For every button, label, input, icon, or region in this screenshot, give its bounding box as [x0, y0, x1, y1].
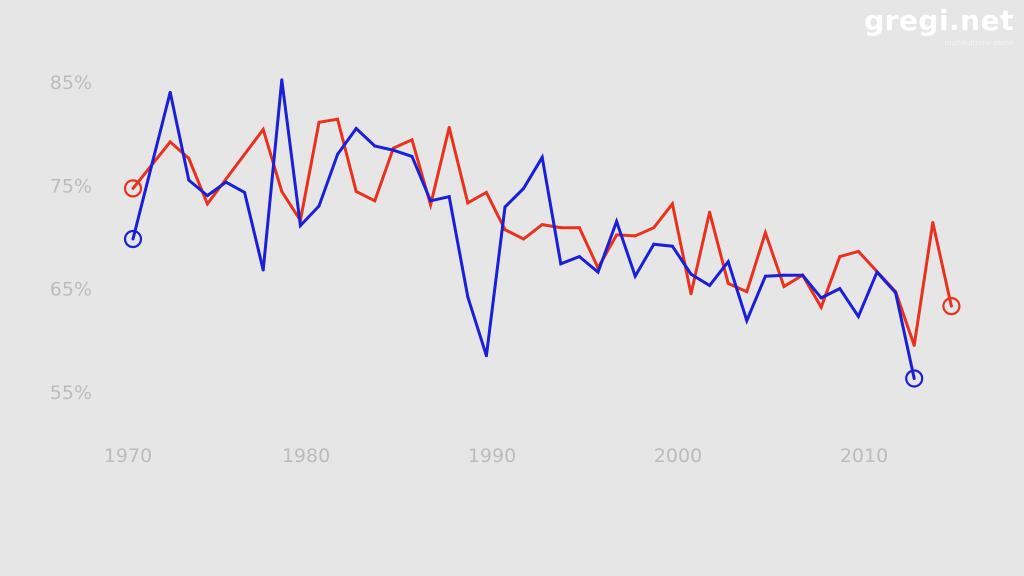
data-point-blue [354, 126, 358, 130]
start-marker-red [123, 179, 143, 198]
data-point-blue [317, 204, 321, 208]
y-tick-label: 75% [50, 175, 92, 197]
data-point-red [559, 226, 563, 230]
data-point-red [336, 117, 340, 121]
data-point-blue [410, 154, 414, 158]
data-point-red [819, 305, 823, 309]
data-point-blue [763, 274, 767, 278]
data-point-red [280, 189, 284, 193]
y-tick-label: 55% [50, 382, 92, 404]
data-point-red [131, 186, 135, 190]
data-point-red [317, 120, 321, 124]
data-point-blue [745, 319, 749, 323]
data-point-blue [596, 270, 600, 274]
data-point-blue [261, 268, 265, 272]
data-point-blue [540, 155, 544, 159]
end-marker-red [942, 297, 961, 316]
data-point-blue [819, 296, 823, 300]
gregi-net-logo: gregi.net multikulturny portal [864, 4, 1014, 48]
data-point-red [912, 343, 916, 347]
data-point-blue [577, 255, 581, 259]
data-point-red [726, 281, 730, 285]
data-point-red [856, 249, 860, 253]
data-point-blue [336, 152, 340, 156]
data-point-blue [801, 273, 805, 277]
data-point-blue [912, 376, 916, 380]
data-point-red [931, 220, 935, 224]
data-point-blue [652, 242, 656, 246]
x-tick-label: 2000 [654, 445, 702, 467]
data-point-red [782, 285, 786, 289]
data-point-red [763, 231, 767, 235]
data-point-red [484, 191, 488, 195]
data-point-blue [429, 199, 433, 203]
data-point-blue [894, 291, 898, 295]
data-point-blue [280, 78, 284, 82]
data-point-blue [224, 180, 228, 184]
data-point-blue [726, 260, 730, 264]
data-point-red [540, 223, 544, 227]
data-point-red [838, 255, 842, 259]
data-point-blue [466, 295, 470, 299]
data-point-red [745, 290, 749, 294]
data-point-blue [856, 314, 860, 318]
x-tick-label: 1970 [104, 445, 152, 467]
data-point-red [429, 203, 433, 207]
data-point-blue [187, 178, 191, 182]
data-point-blue [503, 205, 507, 209]
x-tick-label: 2010 [840, 445, 888, 467]
data-point-blue [670, 244, 674, 248]
data-point-red [503, 228, 507, 232]
data-point-blue [168, 90, 172, 94]
data-point-red [949, 304, 953, 308]
data-point-red [708, 210, 712, 214]
logo-text: gregi.net [864, 4, 1014, 37]
data-point-red [466, 201, 470, 205]
data-point-red [652, 226, 656, 230]
data-point-red [168, 140, 172, 144]
data-point-red [261, 128, 265, 132]
data-point-blue [838, 287, 842, 291]
data-point-red [670, 202, 674, 206]
data-point-blue [205, 194, 209, 198]
start-marker-blue [123, 229, 143, 249]
y-tick-label: 85% [50, 72, 92, 94]
x-tick-label: 1990 [468, 445, 516, 467]
end-marker-blue [905, 369, 924, 388]
data-point-blue [708, 284, 712, 288]
data-point-red [577, 226, 581, 230]
data-point-blue [615, 219, 619, 223]
series-line-blue [131, 79, 916, 379]
data-point-blue [875, 270, 879, 274]
data-point-blue [298, 224, 302, 228]
data-point-red [633, 234, 637, 238]
data-point-blue [782, 273, 786, 277]
data-point-blue [373, 144, 377, 148]
data-point-red [447, 125, 451, 129]
data-point-red [187, 156, 191, 160]
data-point-blue [689, 272, 693, 276]
data-point-blue [391, 148, 395, 152]
data-point-red [615, 233, 619, 237]
data-point-blue [243, 191, 247, 195]
data-point-blue [522, 186, 526, 190]
data-point-red [354, 189, 358, 193]
data-point-blue [633, 274, 637, 278]
data-point-red [522, 237, 526, 241]
logo-tagline: multikulturny portal [944, 39, 1014, 47]
series-line-red [131, 117, 953, 346]
data-point-red [373, 199, 377, 203]
x-tick-label: 1980 [282, 445, 330, 467]
data-point-blue [131, 237, 135, 241]
data-point-red [205, 202, 209, 206]
y-tick-label: 65% [50, 279, 92, 301]
data-point-blue [484, 354, 488, 358]
data-point-blue [559, 262, 563, 266]
data-point-blue [447, 195, 451, 199]
data-point-red [410, 138, 414, 142]
data-point-red [689, 292, 693, 296]
